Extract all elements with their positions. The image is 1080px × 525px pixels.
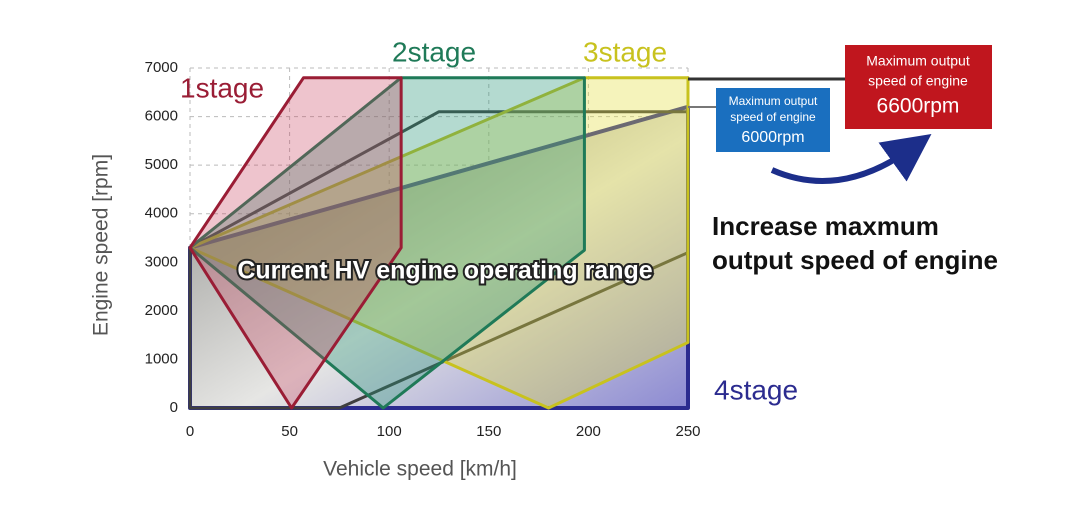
stage-label: 4stage	[714, 374, 798, 405]
stage-label: 3stage	[583, 36, 667, 67]
stage-label: 2stage	[392, 36, 476, 67]
x-tick-label: 100	[377, 423, 402, 440]
y-tick-label: 1000	[145, 350, 178, 367]
callout-text: 6000rpm	[741, 129, 804, 146]
callout-text: Maximum output	[729, 94, 818, 108]
callout-text: speed of engine	[730, 110, 816, 124]
range-label: Current HV engine operating range	[237, 257, 652, 285]
stage-region	[188, 76, 690, 410]
x-tick-label: 0	[186, 423, 194, 440]
y-tick-label: 3000	[145, 253, 178, 270]
x-tick-label: 150	[476, 423, 501, 440]
y-tick-label: 2000	[145, 302, 178, 319]
x-tick-label: 250	[675, 423, 700, 440]
callout-box	[845, 45, 992, 129]
y-tick-label: 5000	[145, 156, 178, 173]
stage-label: 1stage	[180, 72, 264, 103]
y-tick-label: 0	[170, 399, 178, 416]
x-tick-label: 200	[576, 423, 601, 440]
stage-region	[188, 76, 403, 410]
callout-text: 6600rpm	[877, 95, 960, 118]
annotation: Increase maxmum	[712, 211, 939, 241]
annotation: output speed of engine	[712, 245, 998, 275]
callout-text: Maximum output	[866, 53, 970, 69]
callout-box	[716, 88, 830, 152]
y-tick-label: 4000	[145, 205, 178, 222]
y-tick-label: 6000	[145, 108, 178, 125]
y-tick-label: 7000	[145, 59, 178, 76]
x-tick-label: 50	[281, 423, 298, 440]
callout-text: speed of engine	[868, 73, 968, 89]
stage-region	[188, 76, 586, 410]
x-axis-title: Vehicle speed [km/h]	[323, 458, 517, 481]
plot-area	[188, 76, 690, 410]
ticks: 0 1000 2000 3000 4000 5000 6000 7000 0 50 100 150 20…	[145, 59, 701, 440]
y-axis-title: Engine speed [rpm]	[90, 154, 113, 336]
arrow	[770, 133, 932, 184]
